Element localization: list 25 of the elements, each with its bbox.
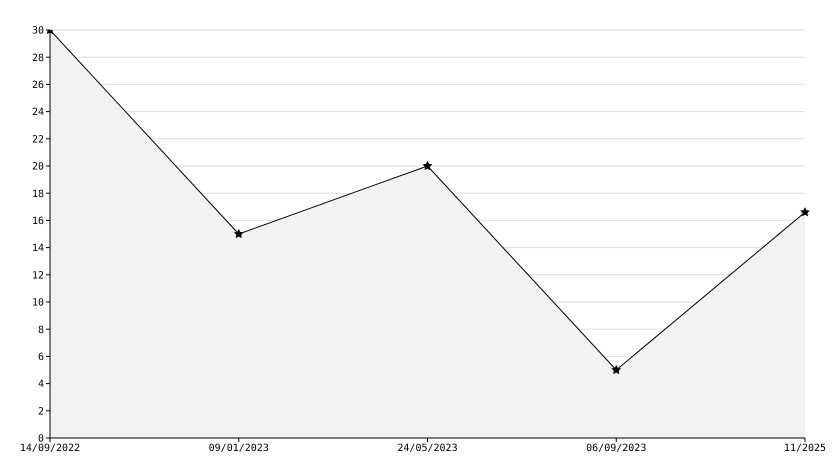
x-tick-label: 24/05/2023	[397, 443, 458, 454]
x-tick-label: 14/09/2022	[20, 443, 80, 454]
y-tick-label: 4	[38, 379, 44, 390]
y-tick-label: 12	[32, 270, 44, 282]
x-tick-label: 09/01/2023	[208, 443, 269, 454]
y-tick-label: 8	[38, 324, 44, 336]
y-tick-label: 28	[32, 52, 44, 64]
point	[234, 230, 244, 238]
point	[612, 366, 621, 374]
x-tick-label: 11/2025	[784, 443, 826, 454]
y-tick-label: 14	[32, 243, 44, 254]
y-tick-label: 0	[38, 434, 44, 445]
x-tick-label: 06/09/2023	[586, 443, 646, 454]
y-tick-label: 30	[32, 26, 44, 37]
y-tick-label: 18	[32, 188, 44, 200]
point	[800, 208, 810, 216]
point	[423, 162, 432, 170]
y-tick-label: 2	[38, 406, 44, 418]
y-tick-label: 16	[32, 216, 44, 227]
y-tick-label: 6	[38, 352, 44, 363]
y-tick-label: 22	[32, 134, 44, 146]
y-tick-label: 24	[32, 107, 44, 118]
y-tick-label: 10	[32, 298, 44, 309]
y-tick-label: 20	[32, 162, 44, 173]
y-tick-label: 26	[32, 80, 44, 91]
